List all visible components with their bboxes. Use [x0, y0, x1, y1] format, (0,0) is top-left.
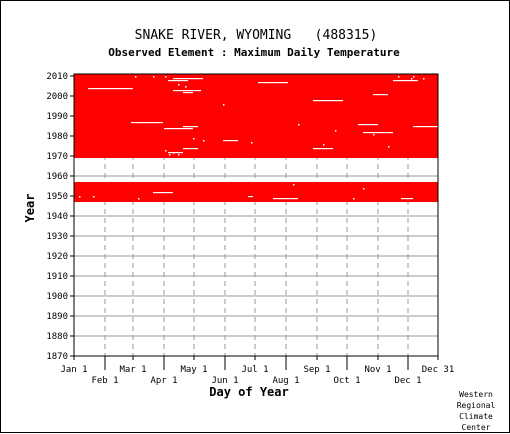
missing-day	[185, 86, 187, 88]
missing-segment	[173, 90, 201, 92]
missing-segment	[363, 132, 393, 134]
x-tick-label: Sep 1	[303, 365, 330, 375]
missing-segment	[183, 126, 198, 128]
x-tick-label: Jan 1	[60, 365, 87, 375]
missing-segment	[401, 198, 413, 200]
missing-day	[193, 138, 195, 140]
x-tick-label: Apr 1	[150, 376, 177, 386]
missing-day	[165, 150, 167, 152]
missing-day	[153, 76, 155, 78]
y-tick-label: 1980	[46, 132, 68, 142]
missing-segment	[153, 192, 173, 194]
x-tick-label: Jun 1	[211, 376, 238, 386]
missing-day	[203, 140, 205, 142]
missing-segment	[173, 78, 203, 80]
y-tick-label: 1870	[46, 352, 68, 362]
missing-day	[169, 154, 171, 156]
missing-day	[165, 76, 167, 78]
missing-day	[335, 130, 337, 132]
missing-day	[423, 78, 425, 80]
missing-day	[398, 76, 400, 78]
missing-day	[411, 78, 413, 80]
y-tick-label: 1990	[46, 112, 68, 122]
missing-segment	[88, 88, 133, 90]
x-tick-label: Oct 1	[333, 376, 360, 386]
x-tick-label: Mar 1	[119, 365, 146, 375]
missing-day	[353, 198, 355, 200]
y-tick-label: 1960	[46, 172, 68, 182]
missing-day	[79, 196, 81, 198]
missing-day	[363, 188, 365, 190]
missing-day	[138, 198, 140, 200]
y-tick-label: 2000	[46, 92, 68, 102]
y-tick-label: 1890	[46, 312, 68, 322]
x-tick-label: Feb 1	[91, 376, 118, 386]
data-area	[74, 74, 438, 202]
missing-day	[223, 104, 225, 106]
missing-segment	[393, 80, 418, 82]
missing-day	[178, 154, 180, 156]
missing-segment	[313, 100, 343, 102]
credit-line: Center	[461, 423, 491, 432]
x-tick-label: Nov 1	[364, 365, 391, 375]
chart-subtitle: Observed Element : Maximum Daily Tempera…	[108, 46, 400, 59]
y-tick-label: 1910	[46, 272, 68, 282]
missing-segment	[273, 198, 298, 200]
missing-segment	[413, 126, 438, 128]
missing-day	[323, 144, 325, 146]
x-tick-label: Aug 1	[272, 376, 299, 386]
y-tick-label: 1930	[46, 232, 68, 242]
y-tick-label: 1940	[46, 212, 68, 222]
missing-segment	[131, 122, 163, 124]
y-tick-label: 1880	[46, 332, 68, 342]
missing-segment	[313, 148, 333, 150]
missing-day	[251, 142, 253, 144]
x-tick-label: Dec 31	[422, 365, 455, 375]
missing-segment	[358, 124, 378, 126]
axis-ticks: 2010 2000 1990 1980 1970 1960 1950 1940 1930 1920…	[46, 72, 454, 386]
y-tick-label: 2010	[46, 72, 68, 82]
missing-day	[173, 152, 175, 154]
y-axis-label: Year	[23, 194, 37, 223]
chart-title: SNAKE RIVER, WYOMING (488315)	[135, 28, 378, 43]
missing-day	[298, 124, 300, 126]
missing-segment	[183, 92, 193, 94]
missing-segment	[183, 148, 198, 150]
missing-segment	[248, 196, 253, 198]
missing-segment	[373, 94, 388, 96]
data-period-band	[74, 74, 438, 158]
credit-line: Regional	[456, 401, 496, 410]
x-tick-label: Dec 1	[394, 376, 421, 386]
credit-line: Western	[459, 390, 493, 399]
missing-day	[413, 76, 415, 78]
missing-segment	[168, 80, 188, 82]
missing-day	[135, 76, 137, 78]
missing-day	[93, 196, 95, 198]
y-tick-label: 1920	[46, 252, 68, 262]
credit-line: Climate	[459, 412, 493, 421]
x-axis-label: Day of Year	[209, 385, 288, 399]
missing-day	[178, 84, 180, 86]
data-period-band	[74, 182, 438, 202]
credit-label: Western Regional Climate Center	[446, 389, 506, 433]
y-tick-label: 1970	[46, 152, 68, 162]
missing-segment	[168, 152, 183, 154]
missing-day	[388, 146, 390, 148]
missing-segment	[258, 82, 288, 84]
plot-border	[73, 73, 439, 357]
y-tick-label: 1950	[46, 192, 68, 202]
x-tick-label: May 1	[180, 365, 207, 375]
missing-day	[373, 134, 375, 136]
x-tick-label: Jul 1	[241, 365, 268, 375]
missing-day	[293, 184, 295, 186]
missing-segment	[223, 140, 238, 142]
y-tick-label: 1900	[46, 292, 68, 302]
missing-segment	[164, 128, 193, 130]
